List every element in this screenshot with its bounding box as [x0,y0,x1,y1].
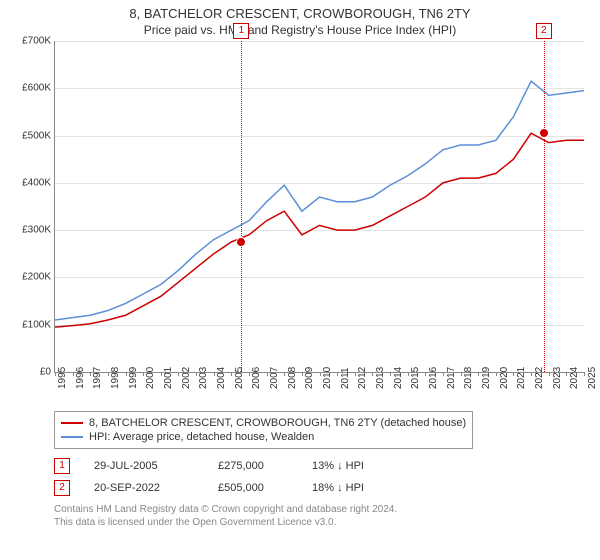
legend-swatch [61,436,83,438]
sales-row: 2 20-SEP-2022 £505,000 18% ↓ HPI [54,477,590,499]
chart-area: £0£100K£200K£300K£400K£500K£600K£700K12 … [54,41,584,389]
sale-marker-box: 1 [54,458,70,474]
attribution: Contains HM Land Registry data © Crown c… [54,503,590,529]
x-axis-label: 2006 [251,367,267,389]
sale-date: 20-SEP-2022 [94,482,194,494]
sale-hpi-diff: 13% ↓ HPI [312,460,402,472]
y-axis-label: £400K [22,177,51,188]
x-axis-label: 2015 [410,367,426,389]
x-tick [108,372,109,376]
x-axis-label: 2013 [375,367,391,389]
attribution-line: This data is licensed under the Open Gov… [54,516,590,529]
x-axis-label: 2024 [569,367,585,389]
y-axis-label: £200K [22,272,51,283]
legend: 8, BATCHELOR CRESCENT, CROWBOROUGH, TN6 … [54,411,473,449]
x-axis-label: 2018 [463,367,479,389]
x-axis-label: 2002 [181,367,197,389]
x-tick [55,372,56,376]
x-axis-label: 2019 [481,367,497,389]
sale-marker-box: 2 [54,480,70,496]
x-axis-label: 1999 [128,367,144,389]
attribution-line: Contains HM Land Registry data © Crown c… [54,503,590,516]
chart-subtitle: Price paid vs. HM Land Registry's House … [10,23,590,37]
x-axis-label: 1998 [110,367,126,389]
x-axis-label: 1996 [75,367,91,389]
chart-title: 8, BATCHELOR CRESCENT, CROWBOROUGH, TN6 … [10,6,590,21]
sale-hpi-diff: 18% ↓ HPI [312,482,402,494]
x-axis-label: 2009 [304,367,320,389]
x-axis-label: 2011 [340,367,356,389]
chart-container: 8, BATCHELOR CRESCENT, CROWBOROUGH, TN6 … [0,0,600,560]
x-axis-label: 2025 [587,367,600,389]
legend-label: 8, BATCHELOR CRESCENT, CROWBOROUGH, TN6 … [89,417,466,429]
y-axis-label: £700K [22,36,51,47]
x-axis-label: 2012 [357,367,373,389]
x-axis-label: 2022 [534,367,550,389]
legend-item: HPI: Average price, detached house, Weal… [61,430,466,444]
sale-point-dot [539,128,549,138]
y-axis-label: £600K [22,83,51,94]
sales-table: 1 29-JUL-2005 £275,000 13% ↓ HPI 2 20-SE… [54,455,590,499]
sales-row: 1 29-JUL-2005 £275,000 13% ↓ HPI [54,455,590,477]
sale-price: £275,000 [218,460,288,472]
chart-lines [55,41,584,372]
x-axis-label: 2010 [322,367,338,389]
legend-swatch [61,422,83,424]
plot-region: £0£100K£200K£300K£400K£500K£600K£700K12 [54,41,584,373]
x-axis-label: 2023 [552,367,568,389]
x-axis-label: 2007 [269,367,285,389]
series-hpi [55,81,584,320]
sale-point-dot [236,237,246,247]
x-axis-label: 1997 [92,367,108,389]
y-axis-label: £300K [22,225,51,236]
x-axis-label: 1995 [57,367,73,389]
y-axis-label: £500K [22,130,51,141]
x-axis-label: 2014 [393,367,409,389]
x-axis-label: 2021 [516,367,532,389]
x-axis-label: 2003 [198,367,214,389]
x-axis-label: 2000 [145,367,161,389]
x-axis-label: 2017 [446,367,462,389]
x-axis-label: 2016 [428,367,444,389]
sale-price: £505,000 [218,482,288,494]
x-axis-label: 2001 [163,367,179,389]
sale-date: 29-JUL-2005 [94,460,194,472]
x-axis-label: 2008 [287,367,303,389]
x-axis-label: 2020 [499,367,515,389]
legend-label: HPI: Average price, detached house, Weal… [89,431,314,443]
sale-vline [544,41,545,372]
sale-marker-top: 1 [233,23,249,39]
x-axis-label: 2004 [216,367,232,389]
y-axis-label: £100K [22,319,51,330]
y-axis-label: £0 [40,367,51,378]
sale-marker-top: 2 [536,23,552,39]
x-axis-label: 2005 [234,367,250,389]
legend-item: 8, BATCHELOR CRESCENT, CROWBOROUGH, TN6 … [61,416,466,430]
sale-vline [241,41,242,372]
